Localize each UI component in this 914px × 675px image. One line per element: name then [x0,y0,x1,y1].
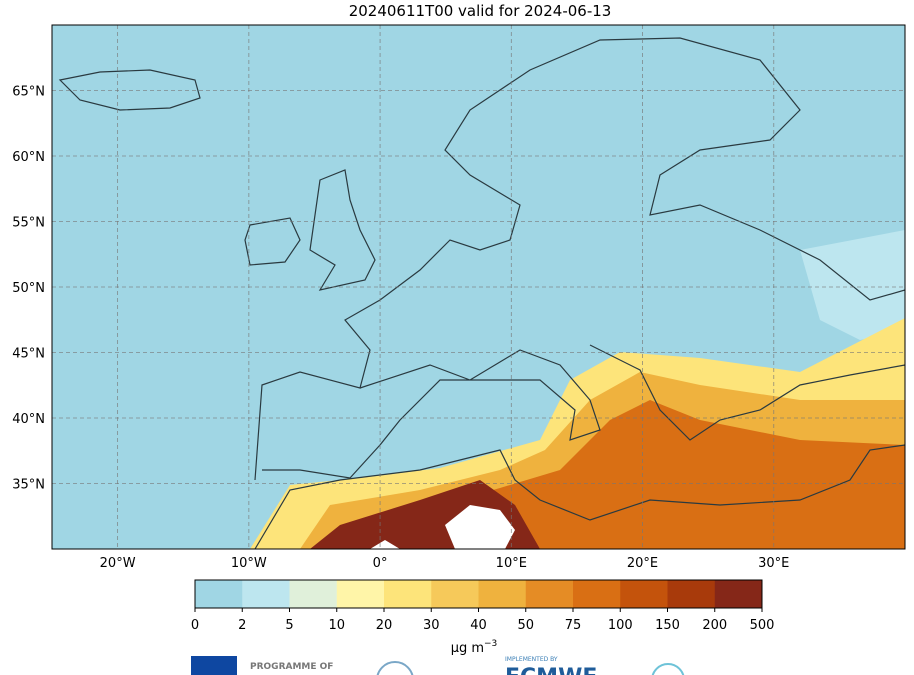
colorbar-tick-label: 10 [328,618,345,633]
colorbar-tick-label: 30 [423,618,440,633]
logo-implemented: IMPLEMENTED BY [505,656,558,663]
lat-tick-label: 45°N [12,347,45,362]
colorbar-tick-label: 200 [702,618,727,633]
dust-dark-orange [420,400,905,549]
colorbar-tick-label: 500 [750,618,775,633]
map-frame [51,24,906,550]
colorbar-tick-label: 150 [655,618,680,633]
lat-tick-label: 35°N [12,478,45,493]
colorbar-box [714,580,763,608]
lat-tick-label: 60°N [12,150,45,165]
colorbar-tick-label: 75 [565,618,582,633]
units-base: μg m [451,641,484,656]
colorbar-box [336,580,385,608]
colorbar-box [195,580,243,608]
colorbar-box [478,580,527,608]
lat-tick-label: 65°N [12,85,45,100]
lat-tick-label: 50°N [12,281,45,296]
colorbar-tick-label: 2 [238,618,246,633]
coast-africa [254,444,905,549]
colorbar-tick-label: 0 [191,618,199,633]
colorbar-tick-label: 5 [285,618,293,633]
lon-tick-label: 30°E [758,556,789,571]
colorbar-box [431,580,479,608]
lon-tick-label: 10°W [231,556,267,571]
colorbar-box [525,580,574,608]
units-exp: −3 [484,639,497,649]
colorbar-tick-label: 100 [608,618,633,633]
colorbar-units: μg m−3 [451,639,498,656]
lon-tick-label: 10°E [496,556,527,571]
eu-flag [191,656,237,675]
colorbar-box [384,580,432,608]
no-data [370,505,515,549]
logo-copernicus [376,661,414,675]
colorbar-box [242,580,290,608]
lat-tick-label: 40°N [12,412,45,427]
lon-tick-label: 20°E [627,556,658,571]
coast-ireland [244,217,301,266]
coast-europe-north [254,37,905,481]
colorbar-tick-label: 20 [376,618,393,633]
logo-programme: PROGRAMME OF [250,662,333,672]
colorbar-box [667,580,716,608]
coast-mediterranean [262,349,601,479]
logo-ecmwf: ECMWF [505,665,597,675]
colorbar-box [573,580,621,608]
logo-atmosphere [651,663,685,675]
colorbar-tick-label: 50 [517,618,534,633]
lon-tick-label: 20°W [100,556,136,571]
map-title: 20240611T00 valid for 2024-06-13 [349,2,612,20]
coast-balkans [589,344,905,441]
coast-iceland [58,69,201,111]
lon-tick-label: 0° [373,556,388,571]
lat-tick-label: 55°N [12,216,45,231]
coast-britain [309,169,376,291]
low-dust [800,230,905,340]
colorbar-box [289,580,338,608]
colorbar-tick-label: 40 [470,618,487,633]
colorbar-box [620,580,668,608]
